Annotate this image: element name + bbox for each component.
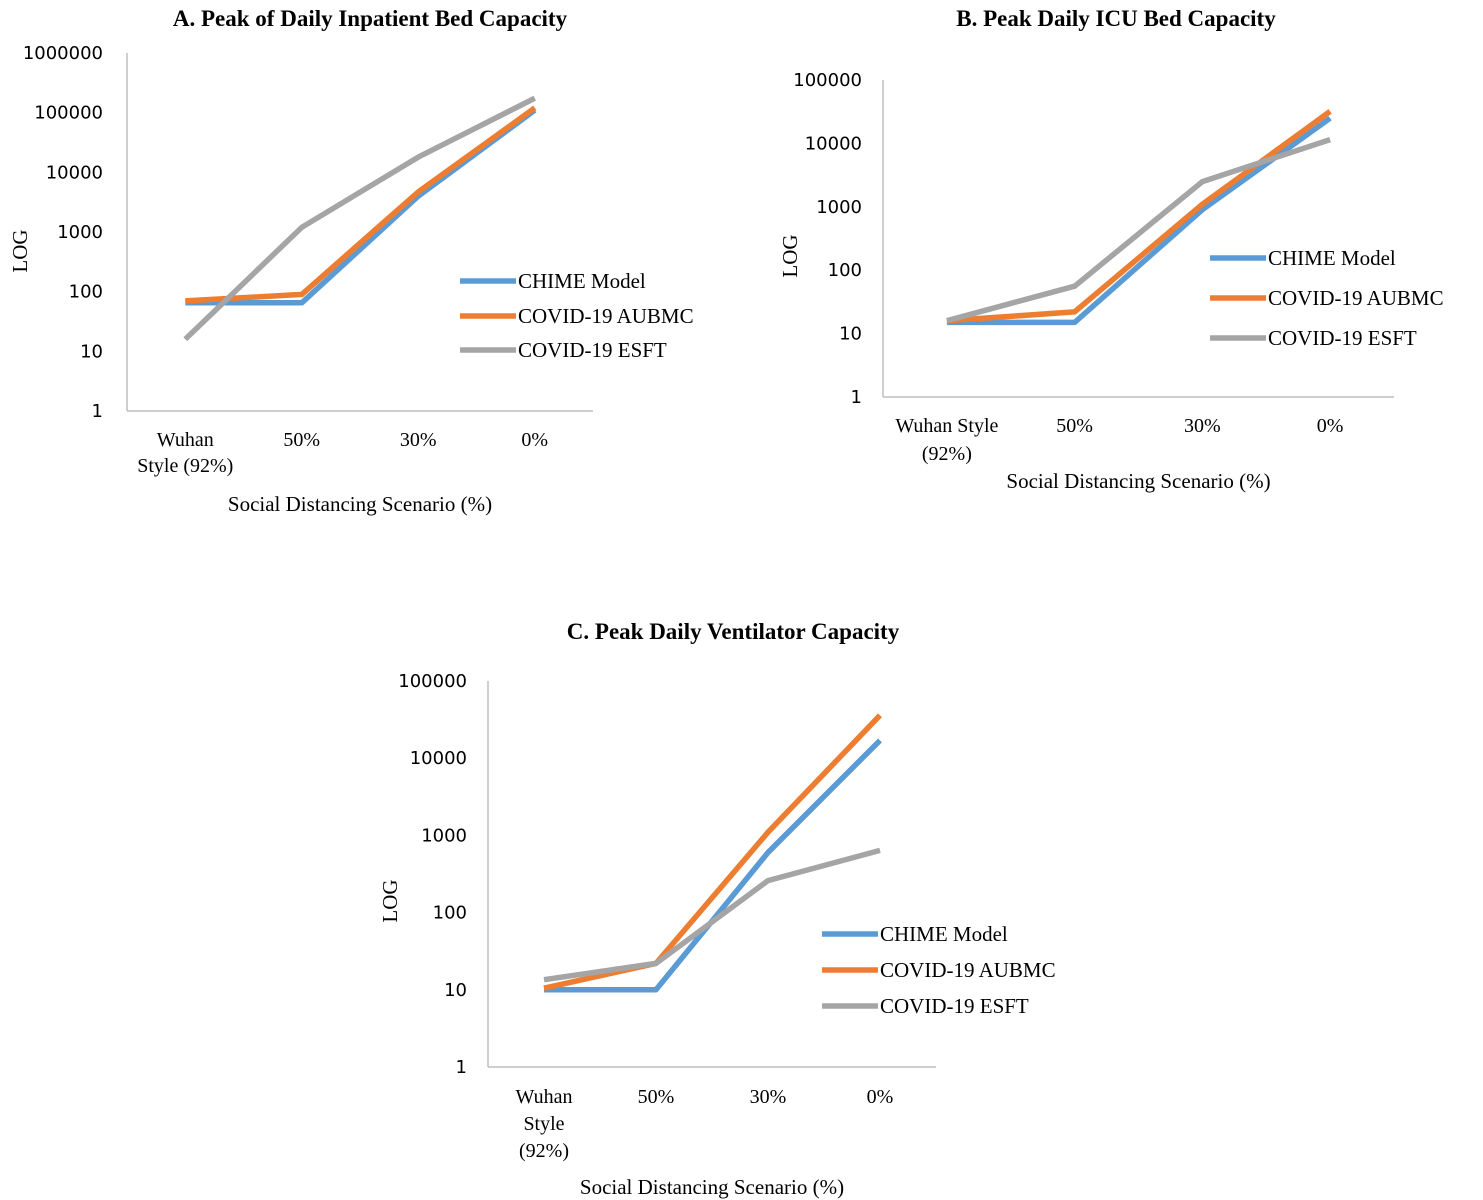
x-tick-label: 30% [750,1086,787,1108]
x-tick-label: 50% [1056,415,1093,437]
y-tick-label: 10 [839,324,862,345]
legend-label: CHIME Model [518,269,646,293]
legend-label: COVID-19 ESFT [518,338,667,362]
y-tick-label: 100000 [398,671,467,692]
x-axis-label: Social Distancing Scenario (%) [580,1175,844,1199]
legend-label: COVID-19 AUBMC [880,958,1056,982]
y-tick-label: 1 [456,1057,467,1078]
legend-label: COVID-19 ESFT [1268,326,1417,350]
y-tick-label: 100000 [793,70,862,91]
chart-title: A. Peak of Daily Inpatient Bed Capacity [173,6,568,31]
y-tick-label: 10000 [805,133,862,154]
y-tick-label: 100 [433,903,467,924]
series-line-covid-19-esft [543,847,881,983]
chart-title: C. Peak Daily Ventilator Capacity [567,619,900,644]
y-tick-label: 1000 [816,197,862,218]
x-tick-label: Wuhan Style (92%) [516,1086,573,1162]
y-tick-label: 10 [444,980,467,1001]
chart-panel-0: A. Peak of Daily Inpatient Bed Capacity 1… [8,6,694,516]
x-tick-label: 50% [638,1086,675,1108]
y-tick-label: 10000 [410,748,467,769]
y-axis-label: LOG [778,234,802,277]
y-tick-label: 1 [92,401,103,422]
x-tick-label: 30% [400,429,437,451]
legend-label: COVID-19 ESFT [880,994,1029,1018]
chart-title: B. Peak Daily ICU Bed Capacity [956,6,1276,31]
chart-panel-2: C. Peak Daily Ventilator Capacity 1 10 100 1… [378,619,1056,1199]
y-axis-label: LOG [378,879,402,922]
x-tick-label: 30% [1184,415,1221,437]
x-tick-label: Wuhan Style (92%) [137,429,233,477]
x-tick-label: 50% [283,429,320,451]
y-tick-label: 1 [851,387,862,408]
y-tick-label: 100 [69,282,103,303]
series-line-covid-19-esft [183,95,537,342]
x-tick-label: 0% [867,1086,894,1108]
x-axis-label: Social Distancing Scenario (%) [228,492,492,516]
x-tick-label: 0% [521,429,548,451]
legend-label: CHIME Model [880,922,1008,946]
series-line-chime-model [185,107,537,306]
y-tick-label: 1000 [421,825,467,846]
chart-panel-1: B. Peak Daily ICU Bed Capacity 1 10 100 1000… [778,6,1444,493]
y-tick-label: 1000 [57,222,103,243]
y-tick-label: 1000000 [23,43,103,64]
series-line-covid-19-aubmc [543,713,882,991]
y-tick-label: 100000 [34,103,103,124]
legend-label: COVID-19 AUBMC [518,304,694,328]
y-axis-label: LOG [8,229,32,272]
y-tick-label: 100 [828,260,862,281]
x-tick-label: Wuhan Style (92%) [895,415,998,465]
series-line-chime-model [946,115,1332,326]
x-tick-label: 0% [1317,415,1344,437]
x-axis-label: Social Distancing Scenario (%) [1006,469,1270,493]
y-tick-label: 10000 [46,162,103,183]
legend-label: CHIME Model [1268,246,1396,270]
series-line-covid-19-esft [946,136,1331,324]
y-tick-label: 10 [80,341,103,362]
legend-label: COVID-19 AUBMC [1268,286,1444,310]
series-line-covid-19-aubmc [185,105,537,304]
